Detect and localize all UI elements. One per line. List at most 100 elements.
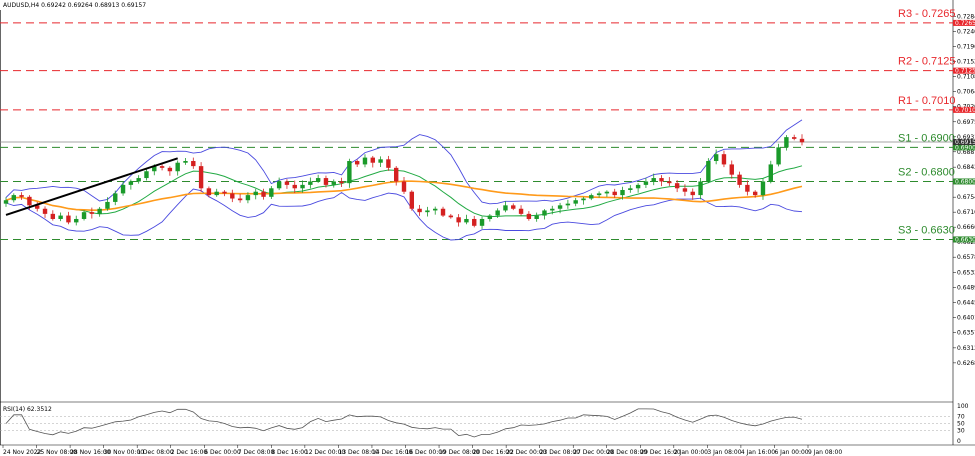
candle-bull bbox=[643, 181, 649, 185]
candle-bear bbox=[206, 188, 212, 196]
uptrend-line bbox=[5, 157, 178, 216]
candle-bear bbox=[167, 167, 173, 172]
y-tick-label: 0.64450 bbox=[957, 300, 975, 307]
candle-bear bbox=[659, 178, 664, 182]
candle-bull bbox=[784, 137, 789, 148]
rsi-tick-label: 50 bbox=[957, 421, 965, 428]
x-tick-label: 6 Jan 00:00 bbox=[774, 449, 808, 456]
moving-average-fast bbox=[5, 165, 803, 218]
level-price-tag bbox=[953, 19, 975, 26]
candle-bear bbox=[791, 137, 797, 139]
candle-bull bbox=[713, 154, 719, 162]
candle-bull bbox=[433, 208, 438, 211]
candle-bull bbox=[776, 147, 781, 165]
candle-bull bbox=[604, 191, 610, 194]
candle-bear bbox=[191, 161, 196, 167]
current-price-tag bbox=[953, 139, 975, 146]
x-tick-label: 25 Nov 08:00 bbox=[37, 449, 78, 456]
candle-bear bbox=[230, 193, 235, 199]
candle-bull bbox=[3, 200, 9, 204]
candle-bull bbox=[378, 159, 383, 163]
candle-bull bbox=[214, 191, 219, 196]
level-label: R1 - 0.7010 bbox=[898, 95, 955, 107]
candle-bear bbox=[89, 212, 95, 214]
level-label: S3 - 0.6630 bbox=[898, 224, 955, 236]
candle-bear bbox=[674, 183, 680, 189]
y-tick-label: 0.66660 bbox=[957, 224, 975, 231]
trendline bbox=[5, 157, 178, 216]
candle-bull bbox=[276, 181, 282, 189]
candle-bear bbox=[752, 191, 758, 196]
y-tick-label: 0.63570 bbox=[957, 330, 975, 337]
candle-bull bbox=[706, 161, 711, 182]
candle-bear bbox=[261, 191, 266, 197]
candle-bull bbox=[620, 189, 625, 196]
x-tick-label: 9 Jan 08:00 bbox=[808, 449, 842, 456]
y-tick-label: 0.69310 bbox=[957, 134, 975, 141]
candle-bear bbox=[370, 157, 375, 163]
candle-bull bbox=[596, 193, 602, 196]
candle-bear bbox=[511, 205, 516, 209]
candle-bull bbox=[425, 210, 430, 213]
candle-bull bbox=[331, 181, 336, 185]
price-axis: 0.72840 0.72400 0.71960 0.71520 0.71080 0.706… bbox=[953, 13, 975, 367]
candle-bull bbox=[464, 218, 469, 223]
candle-bear bbox=[198, 166, 204, 189]
rsi-tick-label: 30 bbox=[957, 428, 965, 435]
candle-bear bbox=[27, 196, 32, 206]
y-tick-label: 0.71960 bbox=[957, 43, 975, 50]
candle-bear bbox=[50, 213, 56, 219]
y-tick-label: 0.70640 bbox=[957, 88, 975, 95]
candle-bull bbox=[550, 208, 555, 211]
candle-bull bbox=[581, 198, 586, 201]
level-price-tag bbox=[953, 178, 975, 185]
candle-bear bbox=[612, 191, 617, 196]
y-tick-label: 0.63120 bbox=[957, 345, 975, 352]
level-price-tag bbox=[953, 144, 975, 151]
level-label: R2 - 0.7125 bbox=[898, 56, 955, 68]
candle-bull bbox=[152, 166, 157, 172]
candle-bear bbox=[721, 154, 727, 165]
candle-bear bbox=[19, 195, 24, 197]
x-tick-label: 29 Dec 16:00 bbox=[640, 449, 681, 456]
candle-bull bbox=[362, 157, 368, 165]
candle-bull bbox=[542, 210, 547, 216]
y-tick-label: 0.65330 bbox=[957, 270, 975, 277]
candle-bull bbox=[97, 208, 102, 214]
candle-bull bbox=[589, 195, 594, 199]
candle-bear bbox=[518, 208, 524, 214]
candle-bull bbox=[628, 188, 633, 190]
candle-bull bbox=[253, 191, 258, 196]
x-tick-label: 13 Dec 08:00 bbox=[338, 449, 379, 456]
candle-bull bbox=[74, 218, 79, 223]
x-tick-label: 4 Jan 16:00 bbox=[741, 449, 775, 456]
candle-bear bbox=[401, 181, 407, 192]
chart-header: AUDUSD,H4 0.69242 0.69264 0.68913 0.6915… bbox=[3, 2, 146, 9]
candle-bear bbox=[237, 198, 243, 201]
bollinger-lower-band bbox=[5, 188, 803, 241]
candle-bear bbox=[440, 208, 446, 216]
level-price-tag bbox=[953, 106, 975, 113]
candle-bull bbox=[698, 181, 703, 196]
x-tick-label: 28 Dec 08:00 bbox=[607, 449, 648, 456]
rsi-label: RSI(14) 62.3512 bbox=[3, 406, 52, 413]
y-tick-label: 0.64010 bbox=[957, 315, 975, 322]
candle-bear bbox=[690, 191, 695, 196]
bollinger-bands bbox=[5, 119, 803, 241]
y-tick-label: 0.67100 bbox=[957, 209, 975, 216]
x-tick-label: 2 Jan 00:00 bbox=[674, 449, 708, 456]
x-tick-label: 19 Dec 08:00 bbox=[439, 449, 480, 456]
level-label: R3 - 0.7265 bbox=[898, 8, 955, 20]
y-tick-label: 0.72840 bbox=[957, 13, 975, 20]
x-tick-label: 20 Dec 16:00 bbox=[473, 449, 514, 456]
candle-bull bbox=[635, 184, 641, 189]
candle-bull bbox=[11, 195, 17, 201]
y-tick-label: 0.68420 bbox=[957, 164, 975, 171]
candle-bull bbox=[557, 205, 563, 209]
candle-bull bbox=[175, 162, 180, 172]
candle-bull bbox=[565, 203, 571, 206]
candle-bear bbox=[292, 184, 297, 189]
